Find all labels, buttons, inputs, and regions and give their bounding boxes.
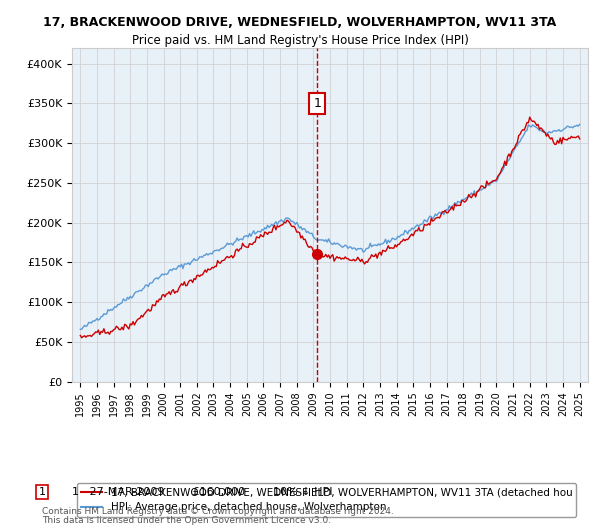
Text: Price paid vs. HM Land Registry's House Price Index (HPI): Price paid vs. HM Land Registry's House … (131, 34, 469, 48)
Text: Contains HM Land Registry data © Crown copyright and database right 2024.: Contains HM Land Registry data © Crown c… (42, 507, 394, 516)
Text: 1: 1 (38, 487, 46, 497)
Text: 1: 1 (313, 97, 321, 110)
Text: 1   27-MAR-2009        £160,000        10% ↓ HPI: 1 27-MAR-2009 £160,000 10% ↓ HPI (72, 487, 332, 497)
Legend: 17, BRACKENWOOD DRIVE, WEDNESFIELD, WOLVERHAMPTON, WV11 3TA (detached hou, HPI: : 17, BRACKENWOOD DRIVE, WEDNESFIELD, WOLV… (77, 483, 577, 517)
Text: 17, BRACKENWOOD DRIVE, WEDNESFIELD, WOLVERHAMPTON, WV11 3TA: 17, BRACKENWOOD DRIVE, WEDNESFIELD, WOLV… (43, 16, 557, 29)
Text: This data is licensed under the Open Government Licence v3.0.: This data is licensed under the Open Gov… (42, 516, 331, 525)
